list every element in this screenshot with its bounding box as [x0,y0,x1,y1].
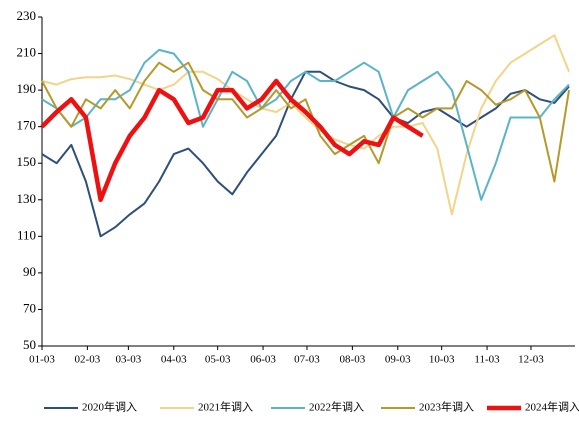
x-tick-label: 10-03 [429,354,455,366]
series-line [40,78,424,203]
x-tick-label: 11-03 [474,354,500,366]
x-tick-label: 03-03 [116,354,142,366]
series-line [41,48,570,201]
y-tick-label: 110 [17,227,36,242]
x-tick-label: 05-03 [205,354,231,366]
y-tick-label: 90 [23,264,36,279]
x-tick-label: 09-03 [385,354,411,366]
series-line [41,34,570,216]
x-tick-label: 02-03 [75,354,101,366]
y-tick-label: 190 [17,81,37,96]
legend-label: 2021年调入 [198,400,253,414]
y-tick-label: 130 [17,191,37,206]
x-tick-label: 07-03 [294,354,320,366]
x-tick-label: 04-03 [161,354,187,366]
y-tick-label: 170 [17,118,37,133]
series-line [41,61,570,183]
x-tick-label: 01-03 [29,354,55,366]
y-tick-label: 210 [17,45,37,60]
x-tick-label: 08-03 [340,354,366,366]
legend-label: 2024年调入 [525,400,579,414]
y-tick-label: 50 [23,337,36,352]
y-tick-label: 230 [17,8,37,23]
legend-label: 2023年调入 [419,400,474,414]
y-tick-label: 150 [17,154,37,169]
legend-label: 2022年调入 [309,400,364,414]
y-tick-label: 70 [23,300,36,315]
legend-label: 2020年调入 [82,400,137,414]
x-tick-label: 06-03 [250,354,276,366]
x-tick-label: 12-03 [518,354,544,366]
